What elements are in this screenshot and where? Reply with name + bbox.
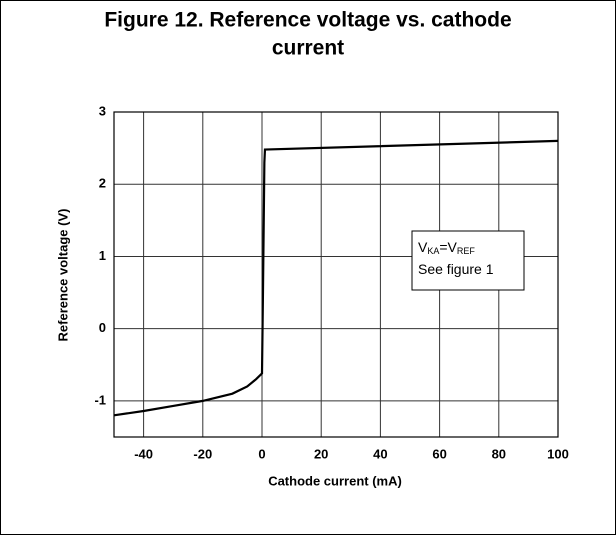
y-tick-label: 0 bbox=[99, 320, 106, 335]
annotation-subscript: KA bbox=[427, 246, 439, 256]
annotation: See figure 1 bbox=[418, 261, 494, 277]
data-line bbox=[113, 139, 559, 417]
x-tick-label: -40 bbox=[134, 446, 153, 461]
annotation-subscript: REF bbox=[457, 246, 476, 256]
y-axis-label: Reference voltage (V) bbox=[55, 209, 70, 342]
x-tick-label: 100 bbox=[547, 446, 569, 461]
annotation-text: See figure 1 bbox=[418, 261, 494, 277]
x-tick-label: 60 bbox=[432, 446, 446, 461]
x-axis-label: Cathode current (mA) bbox=[268, 473, 402, 488]
annotation-box bbox=[411, 230, 525, 291]
y-tick-label: -1 bbox=[94, 392, 106, 407]
x-tick-label: 40 bbox=[373, 446, 387, 461]
y-tick-label: 3 bbox=[99, 103, 106, 118]
annotation-text: =V bbox=[439, 239, 457, 255]
x-tick-label: -20 bbox=[193, 446, 212, 461]
annotation: VKA=VREF bbox=[418, 239, 475, 257]
y-tick-label: 1 bbox=[99, 248, 106, 263]
chart-title: current bbox=[272, 37, 344, 60]
chart-title: Figure 12. Reference voltage vs. cathode bbox=[104, 9, 511, 32]
y-tick-label: 2 bbox=[99, 176, 106, 191]
plot-frame bbox=[113, 111, 559, 438]
annotation-text: V bbox=[418, 239, 428, 255]
x-tick-label: 0 bbox=[258, 446, 265, 461]
x-tick-label: 20 bbox=[314, 446, 328, 461]
x-tick-label: 80 bbox=[492, 446, 506, 461]
